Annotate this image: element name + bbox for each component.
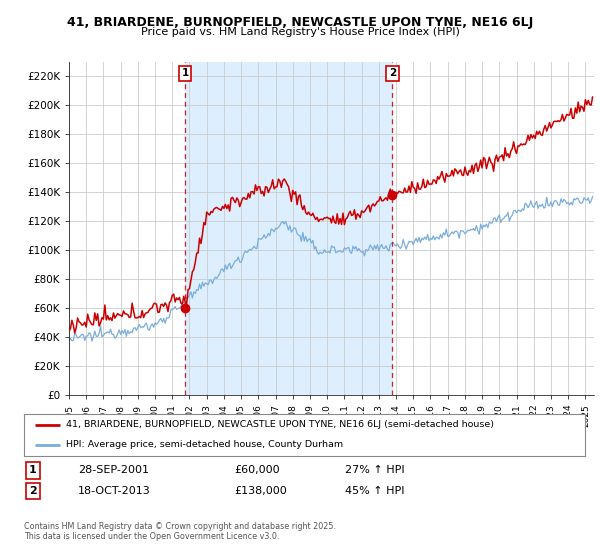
Text: Contains HM Land Registry data © Crown copyright and database right 2025.
This d: Contains HM Land Registry data © Crown c… — [24, 522, 336, 542]
Text: 41, BRIARDENE, BURNOPFIELD, NEWCASTLE UPON TYNE, NE16 6LJ: 41, BRIARDENE, BURNOPFIELD, NEWCASTLE UP… — [67, 16, 533, 29]
Text: 45% ↑ HPI: 45% ↑ HPI — [345, 486, 404, 496]
Text: 28-SEP-2001: 28-SEP-2001 — [78, 465, 149, 475]
Text: 2: 2 — [29, 486, 37, 496]
Text: 27% ↑ HPI: 27% ↑ HPI — [345, 465, 404, 475]
Text: £60,000: £60,000 — [234, 465, 280, 475]
Text: 1: 1 — [182, 68, 189, 78]
Text: HPI: Average price, semi-detached house, County Durham: HPI: Average price, semi-detached house,… — [66, 440, 343, 449]
Text: 1: 1 — [29, 465, 37, 475]
Text: 2: 2 — [389, 68, 396, 78]
Text: 18-OCT-2013: 18-OCT-2013 — [78, 486, 151, 496]
Text: 41, BRIARDENE, BURNOPFIELD, NEWCASTLE UPON TYNE, NE16 6LJ (semi-detached house): 41, BRIARDENE, BURNOPFIELD, NEWCASTLE UP… — [66, 421, 494, 430]
Text: Price paid vs. HM Land Registry's House Price Index (HPI): Price paid vs. HM Land Registry's House … — [140, 27, 460, 37]
Text: £138,000: £138,000 — [234, 486, 287, 496]
Bar — [185, 62, 392, 395]
